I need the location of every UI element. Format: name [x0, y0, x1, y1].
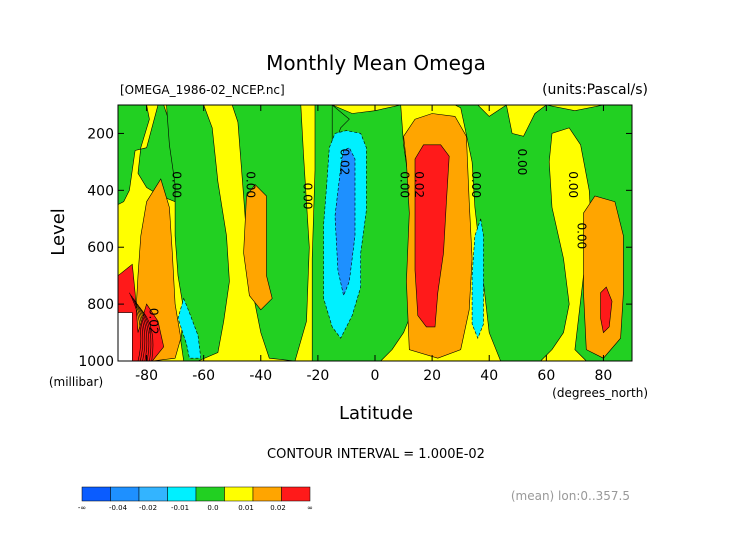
colorbar-label: -0.01 — [171, 504, 189, 512]
x-tick-label: 20 — [423, 368, 441, 384]
colorbar-label: -0.04 — [109, 504, 128, 512]
contour-label: 0.00 — [169, 171, 183, 198]
contour-interval-text: CONTOUR INTERVAL = 1.000E-02 — [267, 447, 485, 462]
colorbar: -∞ -0.04 -0.02 -0.01 0.0 0.01 0.02 ∞ — [78, 487, 313, 512]
colorbar-label: ∞ — [307, 504, 313, 512]
contour-label: 0.02 — [338, 149, 352, 176]
x-tick-label: 0 — [371, 368, 380, 384]
y-tick-label: 1000 — [78, 354, 114, 370]
colorbar-swatch — [139, 487, 168, 501]
plot-area: 0.00 0.00 0.000.020.00 0.02 0.000.000.000.00… — [118, 105, 632, 361]
x-tick-label: 80 — [595, 368, 613, 384]
colorbar-swatch — [82, 487, 111, 501]
colorbar-swatch — [253, 487, 282, 501]
x-tick-label: 60 — [537, 368, 555, 384]
x-tick-label: 40 — [480, 368, 498, 384]
colorbar-swatch — [282, 487, 311, 501]
contour-region-white — [118, 313, 132, 361]
contour-region-orange — [584, 196, 624, 358]
y-tick-label: 400 — [87, 183, 114, 199]
colorbar-label: -0.02 — [139, 504, 157, 512]
y-units-label: (millibar) — [49, 375, 103, 389]
y-tick-label: 200 — [87, 126, 114, 142]
colorbar-label: 0.02 — [270, 504, 286, 512]
y-tick-label: 600 — [87, 240, 114, 256]
omega-chart: 0.00 0.00 0.000.020.00 0.02 0.000.000.000.00… — [0, 0, 752, 532]
file-label: [OMEGA_1986-02_NCEP.nc] — [120, 83, 285, 97]
colorbar-swatch — [111, 487, 140, 501]
colorbar-label: 0.0 — [207, 504, 218, 512]
units-label: (units:Pascal/s) — [542, 82, 648, 98]
y-tick-label: 800 — [87, 297, 114, 313]
contour-label: 0.00 — [515, 149, 529, 176]
contour-label: 0.00 — [575, 222, 589, 249]
x-tick-label: -20 — [306, 368, 329, 384]
colorbar-label: 0.01 — [238, 504, 254, 512]
contour-label: 0.00 — [398, 171, 412, 198]
contour-label: 0.00 — [566, 171, 580, 198]
colorbar-swatch — [168, 487, 197, 501]
contour-label: 0.02 — [412, 171, 426, 198]
x-tick-label: -80 — [135, 368, 158, 384]
y-axis-label: Level — [48, 208, 69, 256]
colorbar-label: -∞ — [78, 504, 86, 512]
contour-label: 0.00 — [244, 171, 258, 198]
x-axis-label: Latitude — [339, 403, 413, 424]
x-units-label: (degrees_north) — [552, 386, 648, 400]
x-tick-label: -60 — [192, 368, 215, 384]
colorbar-swatch — [196, 487, 225, 501]
x-tick-label: -40 — [249, 368, 272, 384]
contour-label: 0.00 — [469, 171, 483, 198]
colorbar-swatch — [225, 487, 254, 501]
contour-label: 0.02 — [146, 308, 160, 335]
contour-label: 0.00 — [301, 183, 315, 210]
footer-text: (mean) lon:0..357.5 — [511, 489, 630, 503]
chart-title: Monthly Mean Omega — [266, 51, 486, 75]
